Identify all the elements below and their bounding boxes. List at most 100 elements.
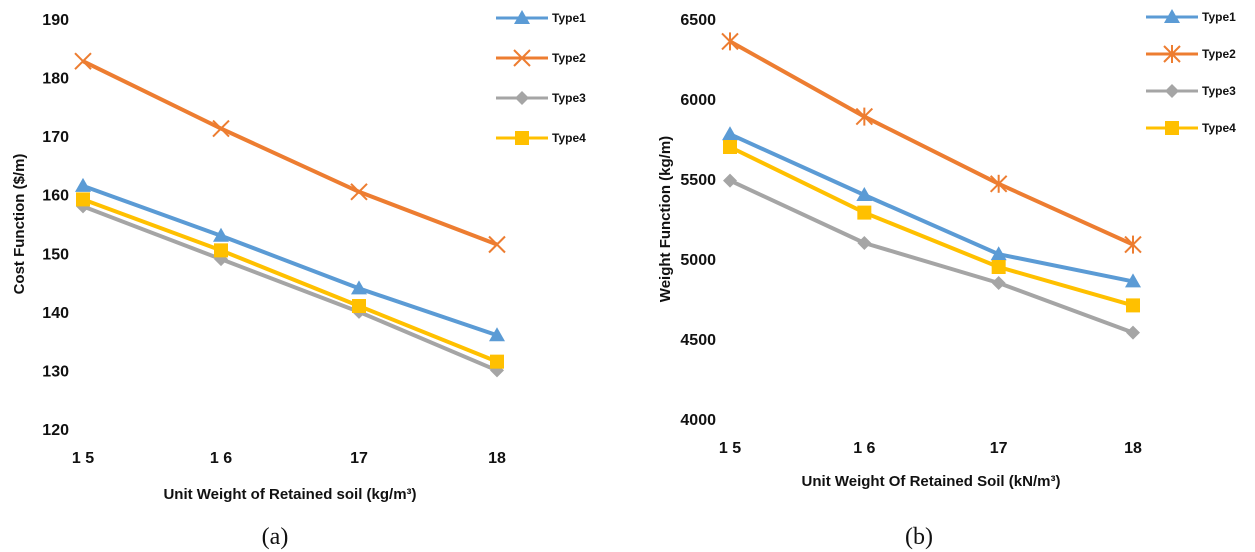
- chart-1-legend-item-type4: Type4: [1146, 121, 1236, 135]
- chart-0-legend-marker-type4: [515, 131, 529, 145]
- chart-1-point-type2-0: [721, 32, 739, 51]
- chart-0-series-line-type2: [82, 59, 498, 247]
- chart-0-x-tick-label: 1 5: [72, 450, 94, 467]
- chart-0-legend-marker-type2-stroke-2: [513, 49, 531, 67]
- chart-0-series-type4: [76, 192, 504, 369]
- chart-1-legend-marker-type4: [1165, 121, 1179, 135]
- chart-0-x-tick-label: 18: [488, 450, 506, 467]
- chart-0-series-type3: [76, 199, 504, 378]
- chart-0-legend-label-type2: Type2: [552, 51, 586, 65]
- chart-0-point-type1-0: [75, 177, 91, 192]
- chart-0-point-type1-3: [489, 327, 505, 342]
- chart-0-legend-label-type4: Type4: [552, 131, 586, 145]
- chart-0-legend-marker-type3: [515, 91, 529, 105]
- chart-0-point-type2-1: [212, 119, 230, 138]
- chart-1-legend-item-type2: Type2: [1146, 45, 1236, 63]
- chart-0-x-axis-title: Unit Weight of Retained soil (kg/m³): [163, 486, 416, 503]
- chart-1-legend-marker-type2: [1163, 45, 1181, 63]
- chart-0-y-axis-title: Cost Function ($/m): [11, 154, 28, 295]
- chart-1-point-type3-0: [723, 173, 737, 188]
- chart-0-point-type2-2-stroke-2: [350, 183, 368, 201]
- chart-1-point-type4-1: [857, 205, 872, 220]
- chart-1-y-tick-label: 4000: [680, 412, 716, 429]
- chart-1-y-axis-title: Weight Function (kg/m): [657, 136, 674, 302]
- chart-0-point-type4-0: [76, 192, 90, 207]
- chart-1-legend-label-type4: Type4: [1202, 121, 1236, 135]
- chart-1-legend-marker-type3: [1165, 84, 1179, 98]
- chart-1-point-type3-1: [857, 236, 872, 250]
- chart-1-point-type2-2: [989, 174, 1008, 193]
- chart-1-x-tick-label: 1 5: [719, 440, 741, 457]
- chart-1-x-tick-label: 18: [1124, 440, 1142, 457]
- chart-1-series-line-type1: [729, 132, 1134, 284]
- chart-0-legend-marker-type1: [514, 10, 530, 24]
- chart-1-legend-item-type1: Type1: [1146, 9, 1236, 24]
- chart-b-weight-function: 4000 4500 5000 5500 6000 6500 1 5 1 6 17 18 Unit W…: [657, 9, 1236, 550]
- chart-1-legend-item-type3: Type3: [1146, 84, 1236, 98]
- chart-0-y-tick-label: 140: [42, 305, 69, 322]
- chart-1-series-line-type4: [729, 145, 1134, 308]
- chart-0-y-tick-label: 190: [42, 12, 69, 29]
- chart-0-point-type4-2: [352, 299, 366, 313]
- chart-0-point-type1-2: [351, 280, 367, 295]
- chart-0-point-type2-1-stroke-2: [212, 119, 230, 138]
- chart-1-point-type1-2: [990, 246, 1007, 261]
- chart-1-point-type3-2: [991, 276, 1006, 290]
- chart-0-y-tick-label: 180: [42, 71, 69, 88]
- chart-0-legend-item-type3: Type3: [496, 91, 586, 105]
- chart-0-legend-marker-type2: [513, 49, 531, 67]
- chart-0-series-line-type1: [82, 184, 498, 338]
- chart-1-y-tick-label: 5000: [680, 252, 716, 269]
- chart-1-point-type1-0: [722, 126, 738, 141]
- chart-1-point-type4-0: [723, 140, 737, 154]
- chart-0-y-tick-label: 120: [42, 422, 69, 439]
- chart-1-point-type1-3: [1125, 273, 1141, 288]
- chart-1-legend-label-type3: Type3: [1202, 84, 1236, 98]
- chart-1-series-type2: [721, 32, 1142, 254]
- chart-1-y-tick-label: 6500: [680, 12, 716, 29]
- chart-1-point-type1-1: [856, 187, 873, 201]
- chart-1-point-type4-2: [991, 260, 1006, 274]
- chart-0-point-type2-3-stroke-2: [488, 235, 506, 254]
- chart-0-point-type2-3: [488, 235, 506, 254]
- chart-1-series-line-type2: [729, 39, 1134, 247]
- chart-1-x-axis-title: Unit Weight Of Retained Soil (kN/m³): [802, 473, 1061, 490]
- chart-0-legend-label-type3: Type3: [552, 91, 586, 105]
- chart-0-legend-item-type4: Type4: [496, 131, 586, 145]
- chart-1-series-line-type3: [729, 178, 1134, 335]
- chart-0-panel-label: (a): [262, 524, 289, 550]
- chart-0-series-line-type4: [82, 197, 498, 364]
- chart-1-series-type1: [722, 126, 1141, 288]
- chart-0-x-tick-label: 17: [350, 450, 368, 467]
- chart-0-legend-label-type1: Type1: [552, 11, 586, 25]
- chart-1-panel-label: (b): [905, 524, 933, 550]
- chart-1-series-type4: [723, 140, 1140, 313]
- chart-0-series-type2: [74, 52, 506, 254]
- chart-1-series-type3: [723, 173, 1140, 340]
- chart-0-legend-item-type2: Type2: [496, 49, 586, 67]
- chart-0-x-tick-label: 1 6: [210, 450, 232, 467]
- chart-1-x-tick-label: 17: [990, 440, 1008, 457]
- chart-1-point-type2-3: [1124, 235, 1142, 254]
- chart-1-legend-label-type2: Type2: [1202, 47, 1236, 61]
- chart-0-y-tick-label: 150: [42, 246, 69, 263]
- chart-0-legend-item-type1: Type1: [496, 10, 586, 25]
- chart-1-point-type2-1: [855, 107, 874, 126]
- chart-0-y-tick-label: 170: [42, 129, 69, 146]
- chart-1-point-type3-3: [1126, 325, 1140, 340]
- chart-0-series-type1: [75, 177, 505, 342]
- chart-0-point-type1-1: [213, 227, 229, 242]
- chart-1-point-type4-3: [1126, 298, 1140, 313]
- chart-0-point-type2-0-stroke-2: [74, 52, 92, 70]
- chart-1-legend-marker-type1: [1164, 9, 1180, 23]
- chart-0-point-type4-1: [214, 243, 228, 258]
- chart-0-y-tick-label: 160: [42, 188, 69, 205]
- chart-1-legend-label-type1: Type1: [1202, 10, 1236, 24]
- chart-0-point-type2-0: [74, 52, 92, 70]
- chart-0-point-type4-3: [490, 354, 504, 369]
- chart-0-series-line-type3: [82, 204, 498, 373]
- chart-1-x-tick-label: 1 6: [853, 440, 875, 457]
- chart-1-y-tick-label: 6000: [680, 92, 716, 109]
- chart-0-y-tick-label: 130: [42, 363, 69, 380]
